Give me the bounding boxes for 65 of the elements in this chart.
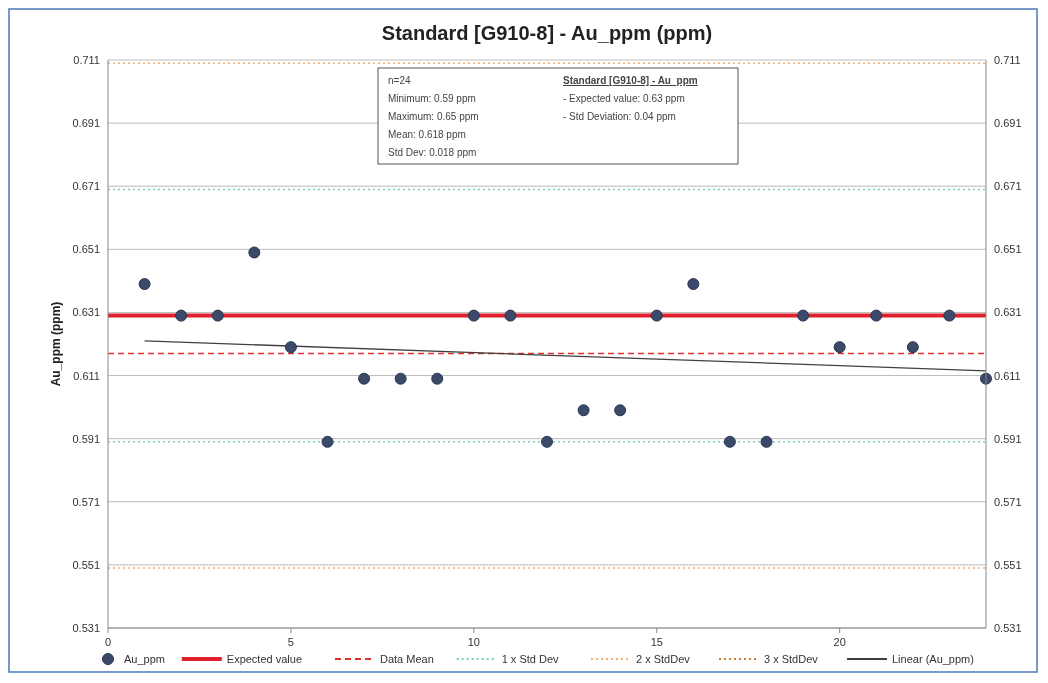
y-axis-title: Au_ppm (ppm) <box>49 301 63 387</box>
annotation: n=24 <box>388 75 411 86</box>
y2-tick-label: 0.591 <box>994 432 1022 445</box>
point <box>650 309 663 322</box>
y2-tick-label: 0.631 <box>994 306 1022 319</box>
y-tick-label: 0.651 <box>72 243 100 256</box>
point <box>321 435 334 448</box>
x-tick-label: 5 <box>287 636 294 648</box>
y2-tick-label: 0.571 <box>994 495 1022 508</box>
y2-tick-label: 0.711 <box>994 54 1021 66</box>
point <box>541 435 553 448</box>
annotation: Maximum: 0.65 ppm <box>388 111 479 122</box>
x-tick-label: 20 <box>833 636 846 648</box>
x-tick-label: 0 <box>104 636 112 648</box>
y2-tick-label: 0.531 <box>994 622 1022 634</box>
point <box>723 435 736 448</box>
y-tick-label: 0.551 <box>72 558 100 571</box>
y-tick-label: 0.571 <box>72 495 100 508</box>
x-tick-label: 15 <box>650 636 663 648</box>
point <box>906 341 919 354</box>
legend-label: Linear (Au_ppm) <box>892 653 974 665</box>
y-tick-label: 0.591 <box>72 432 100 445</box>
annotation: Standard [G910-8] - Au_ppm <box>563 75 698 86</box>
y2-tick-label: 0.671 <box>994 180 1022 193</box>
y2-tick-label: 0.691 <box>994 117 1022 130</box>
legend-label: Data Mean <box>380 653 434 665</box>
point <box>577 404 590 417</box>
annotation: Mean: 0.618 ppm <box>388 129 466 140</box>
point <box>504 309 517 322</box>
y-tick-label: 0.711 <box>73 54 100 66</box>
point <box>870 309 883 322</box>
point <box>358 372 371 385</box>
y-tick-label: 0.671 <box>72 180 100 193</box>
y-tick-label: 0.611 <box>73 369 100 382</box>
y-tick-label: 0.531 <box>72 622 100 634</box>
point <box>284 341 297 354</box>
point <box>431 372 444 385</box>
point <box>760 435 773 448</box>
point <box>687 278 700 291</box>
point <box>833 341 846 354</box>
point <box>138 278 151 291</box>
legend-label: Expected value <box>226 653 303 665</box>
x-tick-label: 10 <box>467 636 480 648</box>
annotation: Std Dev: 0.018 ppm <box>388 147 477 158</box>
point <box>943 309 956 322</box>
y2-tick-label: 0.551 <box>994 558 1022 571</box>
point <box>211 309 224 322</box>
y-tick-label: 0.631 <box>72 306 100 319</box>
point <box>248 246 261 259</box>
chart-title: Standard [G910-8] - Au_ppm (ppm) <box>381 22 713 44</box>
point <box>175 309 188 322</box>
y2-tick-label: 0.651 <box>994 243 1022 256</box>
point <box>394 372 407 385</box>
point <box>614 404 627 417</box>
legend-label: 2 x StdDev <box>636 653 691 665</box>
annotation: - Expected value: 0.63 ppm <box>563 93 685 104</box>
legend-label: 1 x Std Dev <box>501 653 560 665</box>
legend-label: Au_ppm <box>124 653 165 665</box>
y2-tick-label: 0.611 <box>994 369 1021 382</box>
legend-label: 3 x StdDev <box>764 653 819 665</box>
y-tick-label: 0.691 <box>72 117 100 130</box>
point <box>467 309 480 322</box>
annotation: Minimum: 0.59 ppm <box>388 93 476 104</box>
point <box>797 309 810 322</box>
annotation: - Std Deviation: 0.04 ppm <box>563 111 676 122</box>
